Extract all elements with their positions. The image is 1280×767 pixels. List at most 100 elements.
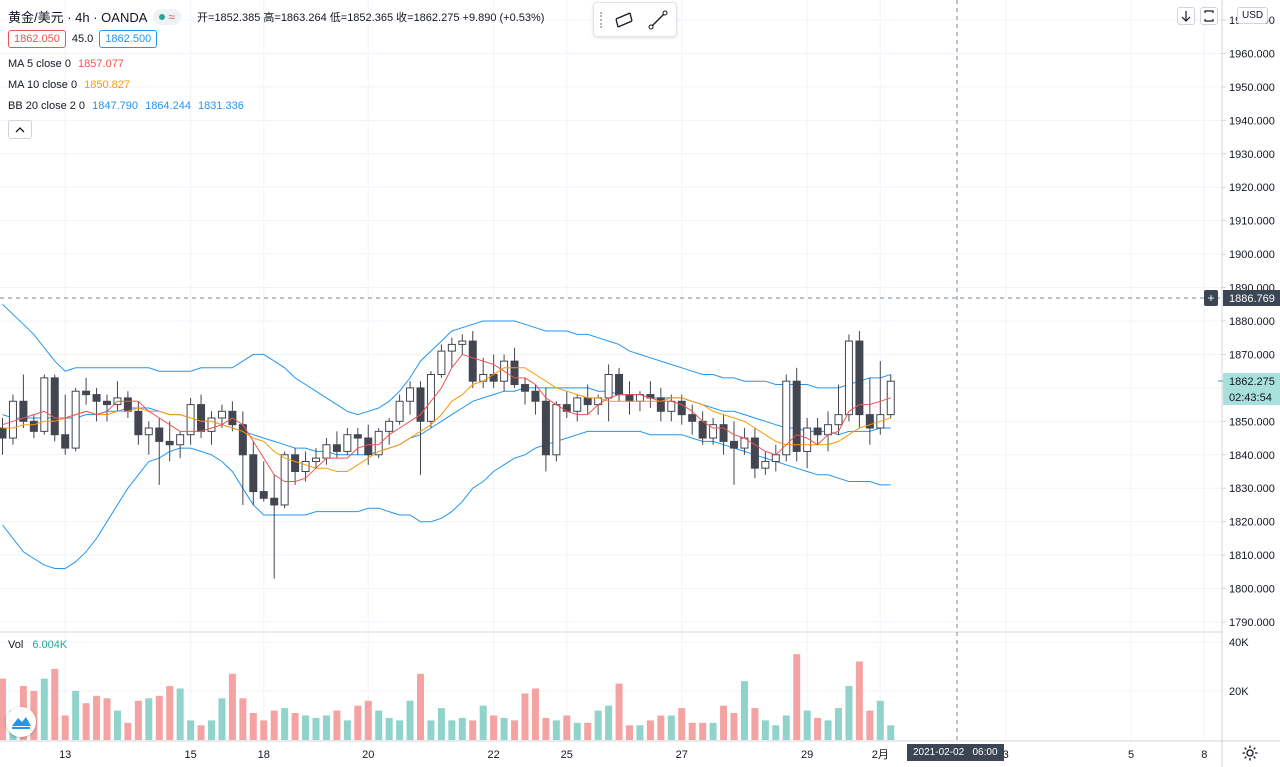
candle-body	[217, 410, 226, 419]
x-tick-label: 15	[184, 749, 196, 761]
candle	[71, 387, 80, 452]
buy-price-button[interactable]: 1862.500	[99, 30, 158, 48]
candle	[615, 367, 624, 402]
moving-averages	[2, 353, 891, 482]
candle	[103, 394, 111, 422]
svg-text:+: +	[1207, 291, 1214, 305]
candle	[792, 367, 801, 462]
candle-body	[709, 424, 718, 439]
crosshair-price: 1886.769	[1229, 293, 1275, 305]
volume-bar	[500, 717, 508, 740]
volume-bar	[312, 717, 320, 740]
volume-bar	[730, 713, 738, 740]
volume-bar	[845, 686, 853, 740]
symbol-title[interactable]: 黄金/美元 · 4h · OANDA	[8, 10, 148, 25]
bid-ask-row: 1862.050 45.0 1862.500	[8, 30, 158, 48]
volume-bar	[249, 713, 257, 740]
indicator-ma5[interactable]: MA 5 close 0 1857.077	[8, 58, 124, 70]
volume-bar	[375, 710, 383, 740]
candle	[165, 421, 174, 462]
candle-body	[385, 420, 394, 432]
candle	[332, 431, 341, 459]
settings-icon[interactable]	[1241, 744, 1259, 762]
ma10-line	[2, 367, 891, 472]
volume-legend[interactable]: Vol 6.004K	[8, 639, 67, 651]
indicator-bb-upper: 1864.244	[145, 100, 191, 112]
drawing-toolbar	[593, 2, 677, 37]
currency-selector[interactable]: USD	[1237, 7, 1269, 24]
volume-bar	[302, 715, 310, 740]
sell-price-button[interactable]: 1862.050	[8, 30, 66, 48]
volume-label: Vol	[8, 639, 24, 651]
candle	[123, 391, 132, 418]
x-tick-label: 13	[59, 749, 71, 761]
drag-handle[interactable]	[600, 12, 606, 28]
candle-body	[458, 340, 467, 345]
candle	[865, 377, 874, 445]
volume-bar	[615, 683, 623, 740]
candle	[709, 417, 718, 445]
y-tick-label: 1880.000	[1229, 316, 1275, 328]
volume-bar	[584, 722, 592, 740]
x-tick-label: 25	[561, 749, 573, 761]
candle	[730, 421, 738, 485]
candle-body	[71, 390, 80, 449]
candle-body	[312, 457, 320, 462]
x-tick-label: 8	[1201, 749, 1207, 761]
market-status-badge[interactable]: ≈	[153, 8, 182, 25]
volume-bar	[835, 708, 842, 740]
candle-body	[426, 374, 435, 422]
candle-body	[50, 377, 59, 436]
volume-bar	[291, 713, 299, 740]
candle-body	[332, 444, 341, 452]
volume-bar	[437, 708, 445, 740]
volume-bar	[364, 700, 372, 740]
candle	[50, 374, 59, 442]
candle	[824, 411, 833, 452]
candle-body	[761, 460, 770, 469]
volume-bar	[479, 705, 487, 740]
parallel-channel-icon[interactable]	[611, 7, 637, 33]
trend-line-icon[interactable]	[645, 7, 671, 33]
indicator-ma5-value: 1857.077	[78, 58, 124, 70]
scroll-down-icon[interactable]	[1177, 7, 1195, 25]
volume-value: 6.004K	[32, 639, 68, 651]
candle	[489, 354, 498, 388]
volume-bar	[709, 722, 717, 740]
candle	[186, 397, 195, 445]
candle-body	[291, 454, 300, 472]
y-tick-label: 1820.000	[1229, 517, 1275, 529]
price-axis[interactable]: 1790.000 1800.000 1810.000 1820.000 1830.000…	[1222, 15, 1275, 629]
y-tick-label: 1830.000	[1229, 483, 1275, 495]
candle	[447, 337, 456, 368]
last-price-tag: 1862.275 02:43:54	[1218, 373, 1280, 405]
candle-body	[207, 417, 216, 432]
indicator-ma10[interactable]: MA 10 close 0 1850.827	[8, 79, 130, 91]
volume-bar	[521, 693, 529, 740]
candle-body	[771, 454, 780, 462]
y-tick-label: 1840.000	[1229, 450, 1275, 462]
candle-body	[656, 397, 665, 412]
indicator-bb-lower: 1831.336	[198, 100, 244, 112]
volume-bar	[646, 720, 654, 740]
candle-body	[197, 404, 206, 432]
ohlc-readout: 开=1852.385 高=1863.264 低=1852.365 收=1862.…	[197, 9, 544, 25]
collapse-icon[interactable]	[8, 120, 32, 139]
time-axis[interactable]: 13 15 18 20 22 25 27 29 2月 3 5 8	[59, 749, 1207, 761]
logo-icon[interactable]	[6, 707, 36, 737]
candle	[855, 331, 864, 429]
crosshair-date-tag: 2021-02-02 06:00	[907, 744, 1004, 761]
candle	[259, 461, 268, 502]
indicator-bb[interactable]: BB 20 close 2 0 1847.790 1864.244 1831.3…	[8, 100, 244, 112]
refresh-icon[interactable]	[1200, 7, 1218, 25]
volume-bar	[814, 717, 822, 740]
volume-bar	[406, 700, 414, 740]
volume-bar	[281, 708, 289, 740]
candle	[113, 381, 122, 412]
volume-bar	[761, 720, 769, 740]
price-grid	[0, 0, 1222, 740]
candle-body	[604, 374, 613, 399]
candle	[249, 441, 258, 505]
candle	[301, 451, 310, 482]
